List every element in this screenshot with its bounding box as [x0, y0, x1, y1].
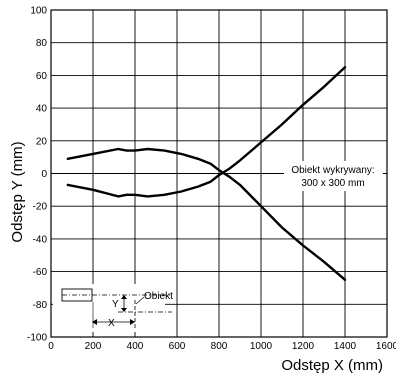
inset-object-pointer: [135, 296, 145, 305]
y-tick-labels: 100 80 60 40 20 0 -20 -40 -60 -80 -100: [27, 6, 47, 344]
x-tick-label: 0: [48, 341, 54, 352]
y-tick-label: 40: [36, 104, 48, 115]
series-line-2: [66, 65, 347, 198]
annotation-object-label: Obiekt wykrywany:: [291, 165, 374, 176]
y-axis-title: Odstęp Y (mm): [9, 141, 26, 242]
x-tick-label: 1600: [376, 341, 396, 352]
annotation-background: [284, 161, 383, 191]
y-tick-label: 60: [36, 71, 48, 82]
x-axis-title: Odstęp X (mm): [281, 357, 383, 374]
inset-y-arrowhead-top: [121, 295, 127, 299]
inset-x-label: X: [108, 318, 115, 329]
y-tick-label: -40: [33, 234, 48, 245]
x-tick-label: 1400: [334, 341, 357, 352]
y-tick-label: 80: [36, 38, 48, 49]
y-tick-label: 20: [36, 136, 48, 147]
y-tick-label: 100: [30, 6, 47, 17]
x-tick-label: 400: [127, 341, 144, 352]
plot-frame: [50, 9, 388, 338]
inset-y-label: Y: [112, 299, 119, 310]
y-tick-label: -60: [33, 267, 48, 278]
inset-diagram: Y Obiekt X: [53, 284, 173, 332]
x-tick-label: 1000: [250, 341, 273, 352]
annotation-object-size: 300 x 300 mm: [301, 178, 364, 189]
x-tick-label: 600: [169, 341, 186, 352]
inset-y-arrowhead-bottom: [121, 308, 127, 312]
y-tick-label: -80: [33, 300, 48, 311]
x-tick-label: 800: [211, 341, 228, 352]
x-tick-label: 200: [85, 341, 102, 352]
x-tick-label: 1200: [292, 341, 315, 352]
inset-x-arrowhead-left: [92, 319, 97, 325]
inset-object-label: Obiekt: [144, 291, 173, 302]
series-lines: [66, 65, 347, 281]
y-tick-label: 0: [41, 169, 47, 180]
series-line-1: [66, 147, 347, 281]
y-tick-label: -20: [33, 202, 48, 213]
inset-x-arrowhead-right: [130, 319, 135, 325]
y-tick-label: -100: [27, 333, 47, 344]
x-tick-labels: 0 200 400 600 800 1000 1200 1400 1600: [48, 341, 396, 352]
